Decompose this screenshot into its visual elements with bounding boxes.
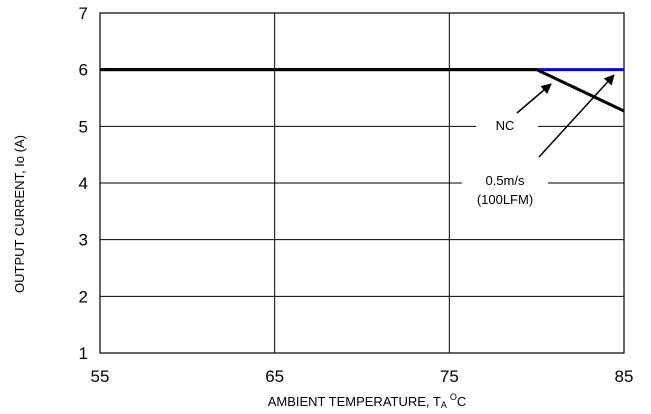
arrow-airflow [538, 74, 615, 158]
annotation-arrows [516, 74, 615, 158]
y-axis-label: OUTPUT CURRENT, Io (A) [12, 135, 27, 293]
y-tick-label-7: 7 [79, 4, 88, 23]
annotation-airflow-lfm: (100LFM) [477, 192, 533, 207]
y-tick-label-5: 5 [79, 117, 88, 136]
x-axis-label-main: AMBIENT TEMPERATURE, T [268, 394, 441, 409]
x-axis-label-subscript: A [441, 400, 447, 410]
y-tick-label-3: 3 [79, 231, 88, 250]
x-tick-label-75: 75 [440, 367, 459, 386]
x-tick-label-65: 65 [265, 367, 284, 386]
x-axis-label: AMBIENT TEMPERATURE, TAOC [268, 392, 467, 410]
plot-border [99, 12, 625, 354]
annotation-airflow: 0.5m/s (100LFM) [462, 168, 548, 208]
x-tick-label-85: 85 [615, 367, 634, 386]
arrow-nc [516, 83, 552, 114]
x-axis-label-superscript: O [450, 392, 457, 402]
y-tick-label-4: 4 [79, 174, 88, 193]
y-tick-label-6: 6 [79, 61, 88, 80]
annotation-airflow-background [462, 168, 548, 208]
y-tick-label-1: 1 [79, 344, 88, 363]
series-layer [100, 68, 625, 113]
plot-frame [99, 12, 625, 354]
y-tick-label-2: 2 [79, 287, 88, 306]
annotation-nc-label: NC [496, 118, 515, 133]
annotation-airflow-speed: 0.5m/s [485, 173, 525, 188]
series-line-nc [100, 68, 625, 113]
annotation-nc: NC [476, 112, 538, 136]
annotation-nc-background [476, 112, 538, 136]
x-axis-label-unit: C [457, 394, 466, 409]
x-tick-label-55: 55 [91, 367, 110, 386]
tick-labels: 1 2 3 4 5 6 7 55 65 75 85 [79, 4, 634, 386]
